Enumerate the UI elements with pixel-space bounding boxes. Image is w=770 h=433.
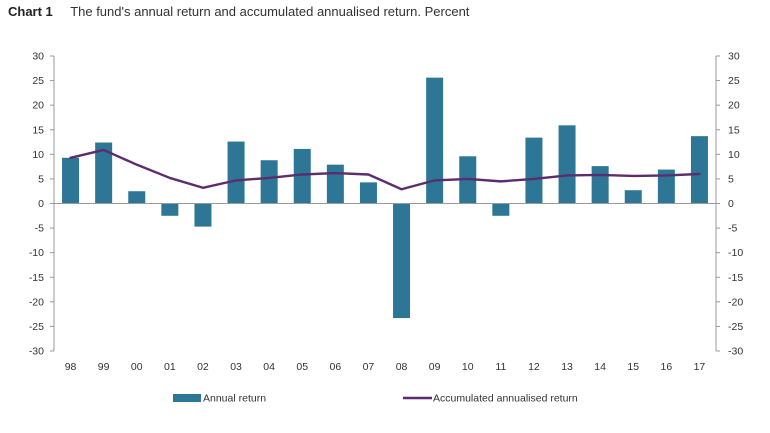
- x-tick-label: 07: [363, 361, 375, 373]
- x-tick-label: 05: [296, 361, 308, 373]
- x-tick-label: 13: [561, 361, 573, 373]
- right-y-tick-label: -5: [728, 223, 737, 235]
- bar-12: [525, 137, 543, 204]
- x-tick-label: 03: [230, 361, 242, 373]
- chart-number-label: Chart 1: [8, 4, 53, 19]
- bar-07: [359, 182, 377, 204]
- legend-swatch-annual-return: [173, 394, 201, 402]
- right-y-tick-label: -20: [728, 296, 743, 308]
- left-y-tick-label: 10: [32, 149, 44, 161]
- bar-11: [492, 203, 510, 216]
- legend: Annual return Accumulated annualised retu…: [173, 393, 578, 405]
- x-tick-label: 09: [429, 361, 441, 373]
- right-y-tick-label: 0: [728, 198, 734, 210]
- x-tick-label: 01: [164, 361, 176, 373]
- bar-16: [657, 169, 675, 204]
- x-tick-label: 00: [131, 361, 143, 373]
- accumulated-return-line: [69, 148, 701, 191]
- x-tick-label: 10: [462, 361, 474, 373]
- x-tick-label: 17: [694, 361, 706, 373]
- bar-03: [227, 141, 245, 204]
- bar-13: [558, 125, 576, 204]
- x-tick-label: 99: [98, 361, 110, 373]
- bar-08: [393, 203, 411, 319]
- bar-99: [95, 142, 113, 204]
- right-y-tick-label: 10: [728, 149, 740, 161]
- bar-00: [128, 191, 146, 204]
- chart-header: Chart 1 The fund's annual return and acc…: [8, 4, 469, 19]
- legend-label-annual-return: Annual return: [203, 393, 266, 405]
- x-tick-label: 04: [263, 361, 275, 373]
- bar-04: [260, 160, 278, 204]
- x-tick-label: 12: [528, 361, 540, 373]
- left-y-tick-label: 25: [32, 75, 44, 87]
- left-y-tick-label: -5: [35, 223, 44, 235]
- x-tick-label: 08: [396, 361, 408, 373]
- x-tick-label: 15: [627, 361, 639, 373]
- x-tick-label: 02: [197, 361, 209, 373]
- line-layer: [69, 148, 701, 191]
- legend-label-accumulated-return: Accumulated annualised return: [433, 393, 578, 405]
- x-tick-label: 06: [330, 361, 342, 373]
- x-tick-label: 11: [495, 361, 506, 373]
- bar-02: [194, 203, 212, 227]
- left-y-tick-label: -30: [29, 346, 44, 358]
- right-y-tick-label: 15: [728, 124, 740, 136]
- left-y-tick-label: 15: [32, 124, 44, 136]
- bar-06: [326, 164, 344, 204]
- left-y-tick-label: 0: [38, 198, 44, 210]
- bar-14: [591, 166, 609, 204]
- bar-01: [161, 203, 179, 216]
- right-y-tick-label: 30: [728, 51, 740, 63]
- bar-98: [62, 157, 80, 204]
- left-y-tick-label: 5: [38, 173, 44, 185]
- left-y-tick-label: -20: [29, 296, 44, 308]
- left-y-tick-label: -25: [29, 321, 44, 333]
- left-y-tick-label: -10: [29, 247, 44, 259]
- bars-layer: [62, 77, 708, 319]
- right-y-tick-label: 25: [728, 75, 740, 87]
- x-tick-label: 14: [594, 361, 606, 373]
- bar-17: [690, 136, 708, 204]
- right-y-tick-label: 20: [728, 100, 740, 112]
- left-y-tick-label: 30: [32, 51, 44, 63]
- x-tick-label: 16: [661, 361, 673, 373]
- right-y-tick-label: -10: [728, 247, 743, 259]
- right-y-tick-label: -25: [728, 321, 743, 333]
- bar-09: [426, 77, 444, 204]
- bar-05: [293, 148, 311, 204]
- left-y-tick-label: 20: [32, 100, 44, 112]
- right-y-tick-label: -30: [728, 346, 743, 358]
- right-y-tick-label: -15: [728, 272, 743, 284]
- left-y-tick-label: -15: [29, 272, 44, 284]
- x-tick-label: 98: [65, 361, 77, 373]
- chart-title: The fund's annual return and accumulated…: [70, 4, 470, 19]
- bar-15: [624, 190, 642, 204]
- right-y-tick-label: 5: [728, 173, 734, 185]
